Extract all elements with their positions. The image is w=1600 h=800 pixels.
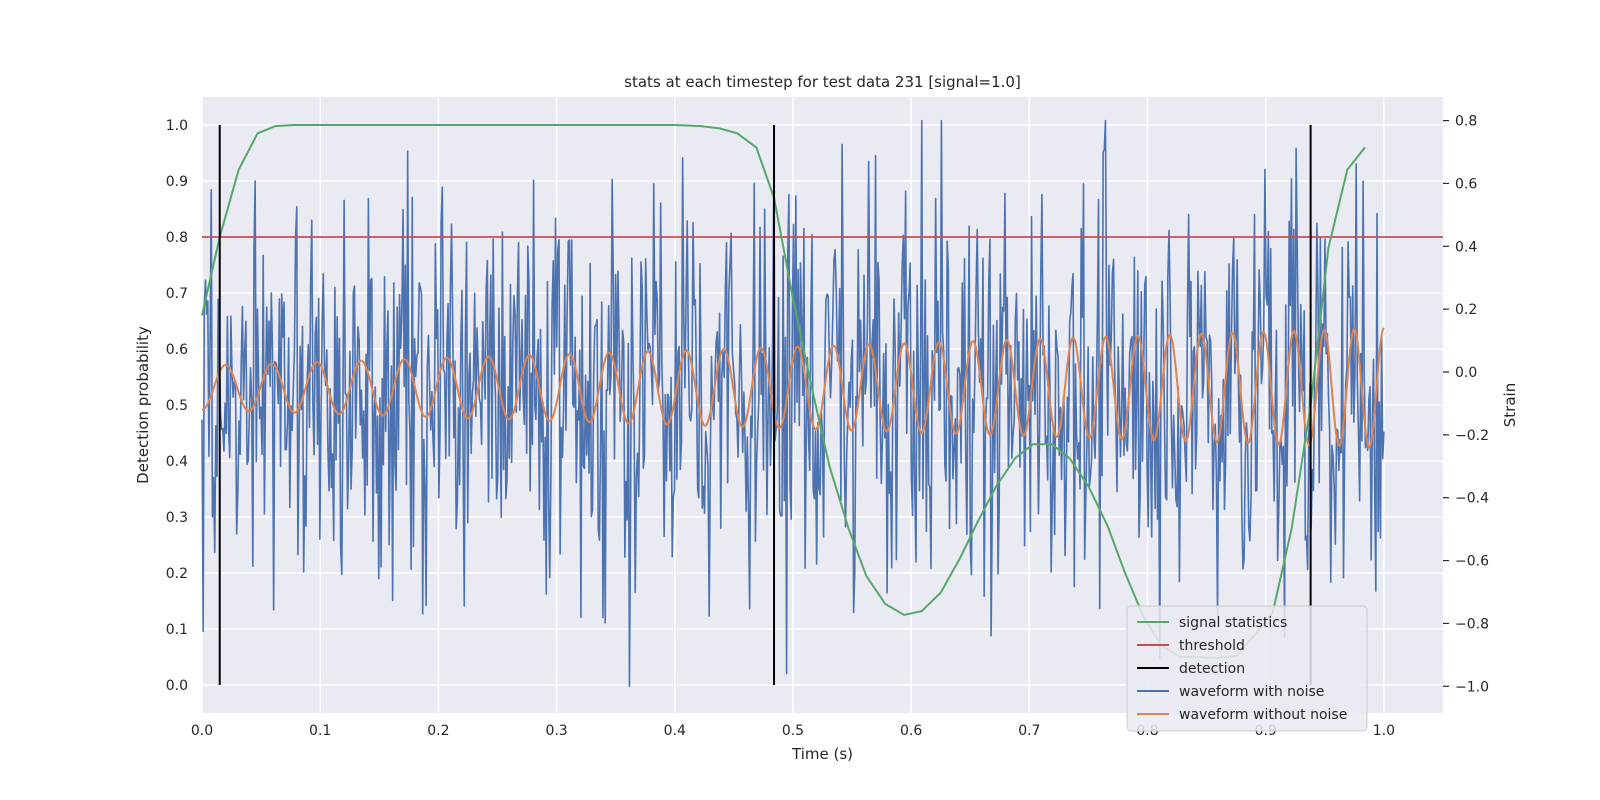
y2-tick-label: 0.0 <box>1455 365 1477 381</box>
y-axis-ticks: 0.0 0.1 0.2 0.3 0.4 0.5 0.6 0.7 0.8 0.9 1.0 <box>166 118 188 694</box>
y2-tick-label: 0.6 <box>1455 176 1477 192</box>
y-tick-label: 0.7 <box>166 286 188 302</box>
y2-tick-label: 0.4 <box>1455 239 1477 255</box>
y2-axis-ticks: −1.0 −0.8 −0.6 −0.4 −0.2 0.0 0.2 0.4 0.6 0.8 <box>1443 114 1489 695</box>
x-tick-label: 0.4 <box>664 723 686 739</box>
y2-axis-label: Strain <box>1501 383 1519 427</box>
legend-box <box>1126 605 1368 732</box>
y-tick-label: 0.2 <box>166 566 188 582</box>
y2-tick-label: −0.8 <box>1455 616 1489 632</box>
legend-label: detection <box>1179 661 1245 677</box>
legend-label: waveform without noise <box>1179 707 1347 723</box>
x-axis-label: Time (s) <box>791 745 853 763</box>
chart-title: stats at each timestep for test data 231… <box>624 73 1021 91</box>
x-tick-label: 1.0 <box>1373 723 1395 739</box>
y-tick-label: 0.5 <box>166 398 188 414</box>
legend-label: waveform with noise <box>1179 684 1324 700</box>
x-tick-label: 0.1 <box>309 723 331 739</box>
x-tick-label: 0.2 <box>427 723 449 739</box>
y2-tick-label: 0.8 <box>1455 114 1477 130</box>
y-tick-label: 0.0 <box>166 678 188 694</box>
y-tick-label: 1.0 <box>166 118 188 134</box>
series-waveform-with-noise <box>201 119 1385 688</box>
y-tick-label: 0.4 <box>166 454 188 470</box>
legend: signal statistics threshold detection wavef… <box>1126 605 1368 732</box>
x-tick-label: 0.7 <box>1018 723 1040 739</box>
series-waveform-without-noise <box>201 327 1385 449</box>
y-tick-label: 0.9 <box>166 174 188 190</box>
y-tick-label: 0.1 <box>166 622 188 638</box>
legend-label: threshold <box>1179 638 1245 654</box>
y2-tick-label: −0.4 <box>1455 491 1489 507</box>
x-tick-label: 0.0 <box>191 723 213 739</box>
legend-label: signal statistics <box>1179 615 1287 631</box>
x-tick-label: 0.5 <box>782 723 804 739</box>
y2-tick-label: −0.6 <box>1455 554 1489 570</box>
y-axis-label: Detection probability <box>134 326 152 484</box>
y2-tick-label: −1.0 <box>1455 679 1489 695</box>
y-tick-label: 0.8 <box>166 230 188 246</box>
y2-tick-label: −0.2 <box>1455 428 1489 444</box>
y-tick-label: 0.3 <box>166 510 188 526</box>
y2-tick-label: 0.2 <box>1455 302 1477 318</box>
x-tick-label: 0.3 <box>545 723 567 739</box>
y-tick-label: 0.6 <box>166 342 188 358</box>
x-tick-label: 0.6 <box>900 723 922 739</box>
